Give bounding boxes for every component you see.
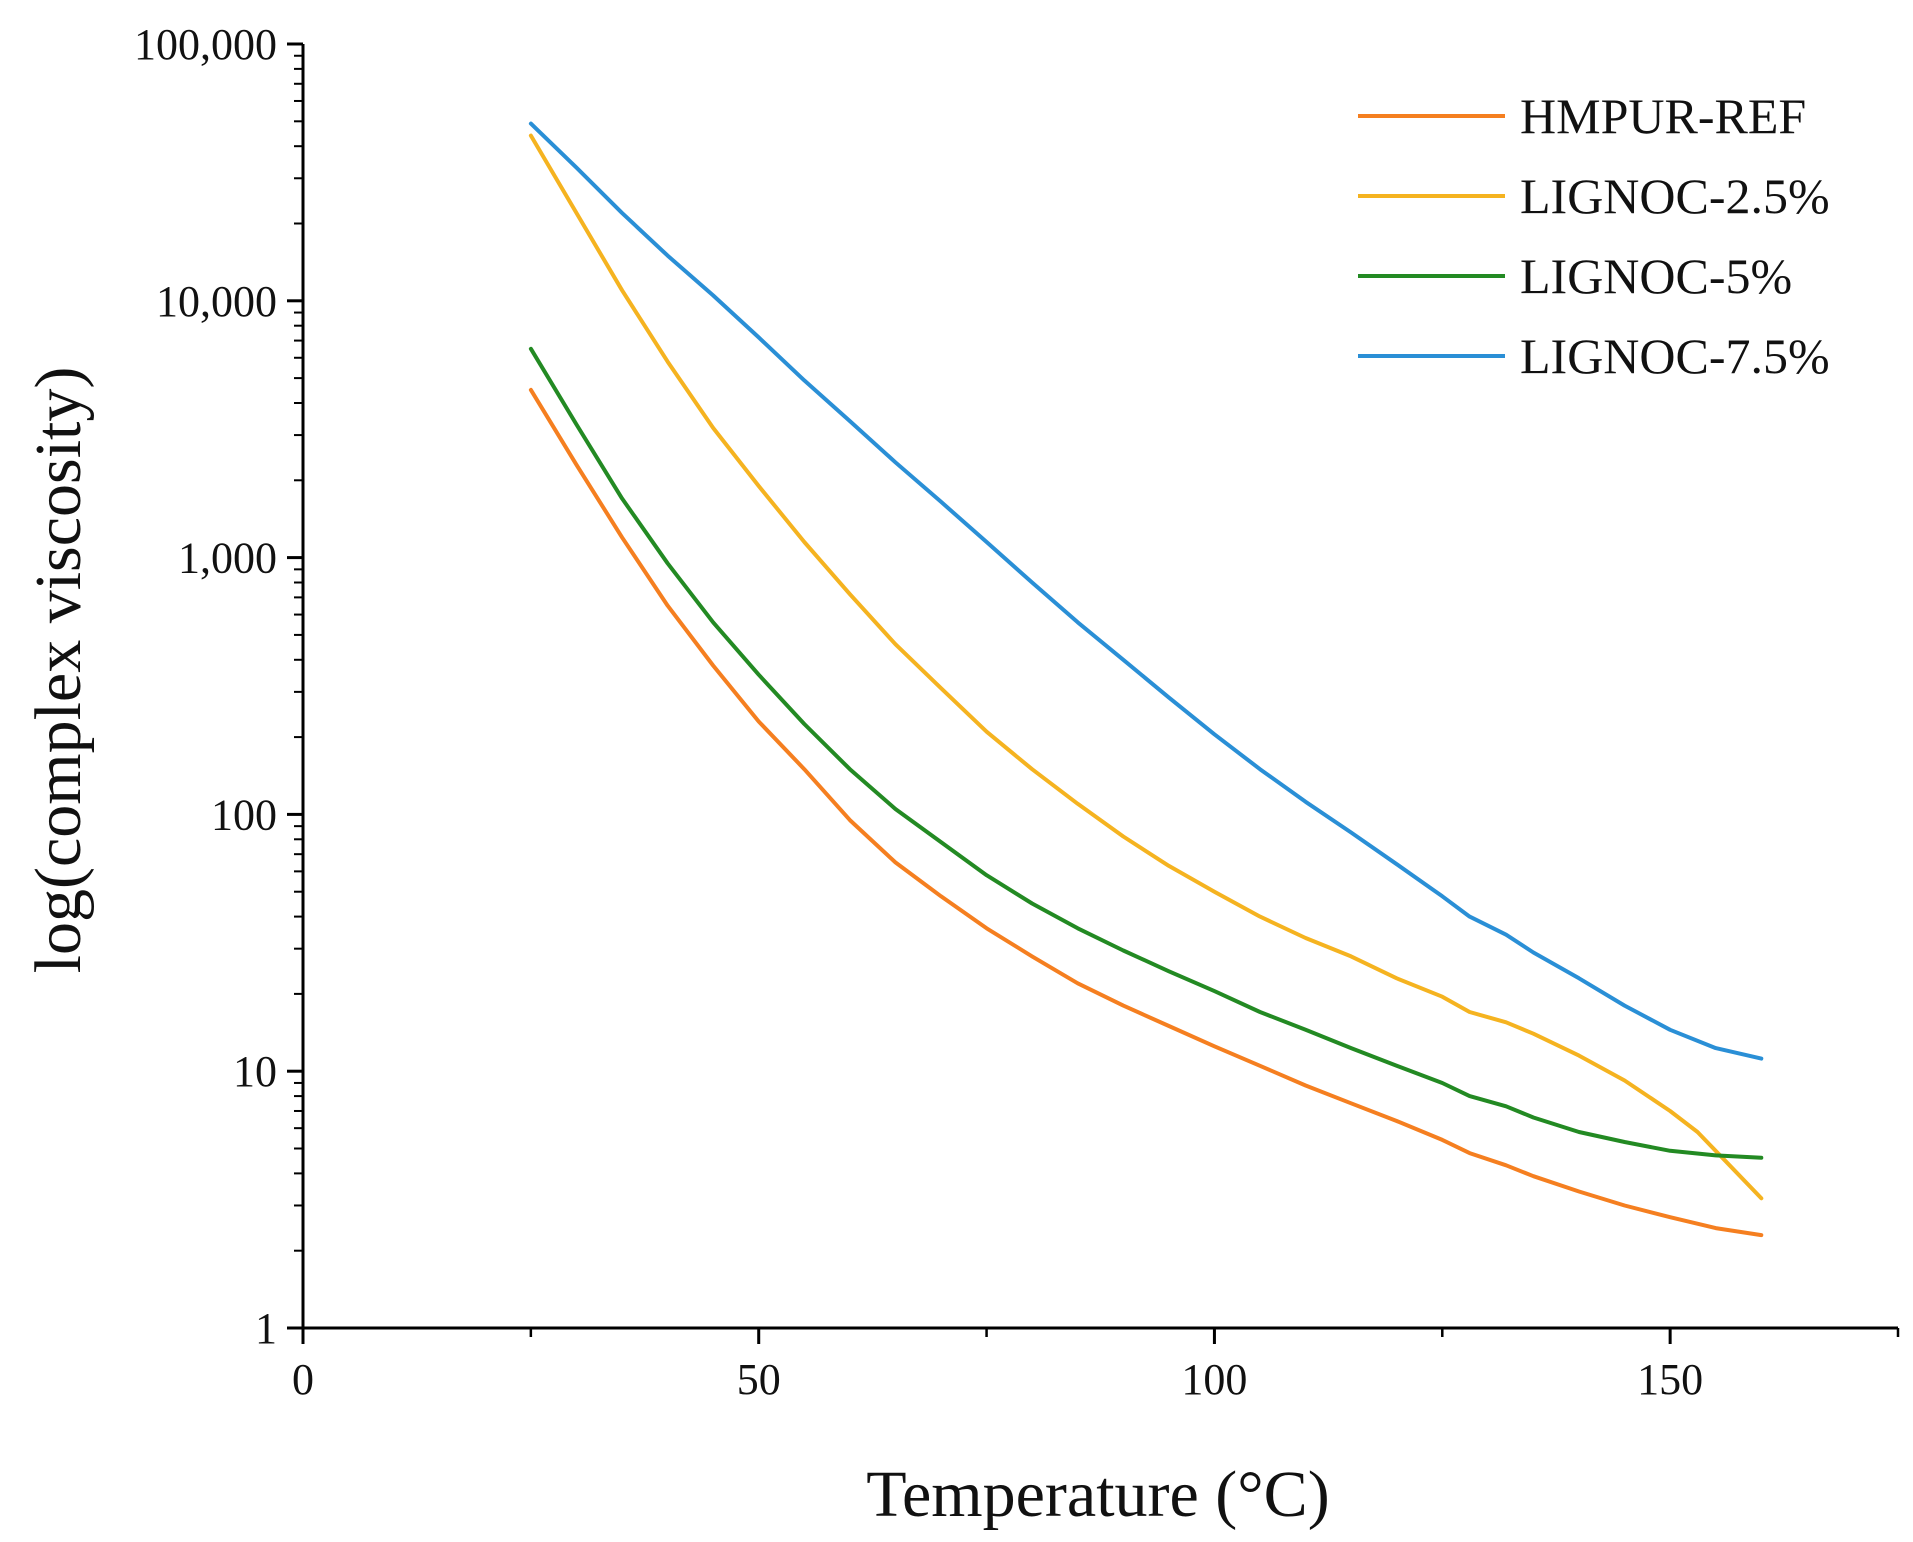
y-tick-label: 1,000 [178, 534, 277, 583]
y-axis-title: log(complex viscosity) [22, 367, 95, 974]
legend-label: LIGNOC-7.5% [1520, 328, 1830, 384]
x-tick-label: 0 [292, 1355, 314, 1404]
legend-label: LIGNOC-2.5% [1520, 168, 1830, 224]
series-line-lignoc-7-5 [528, 121, 1764, 1061]
y-axis: 1 10 100 1,000 10,000 100,000 [134, 20, 303, 1353]
y-tick-label: 100 [211, 790, 277, 839]
y-tick-label: 10 [233, 1047, 277, 1096]
x-tick-label: 100 [1181, 1355, 1247, 1404]
series-line-lignoc-2-5 [528, 133, 1764, 1201]
legend: HMPUR-REF LIGNOC-2.5% LIGNOC-5% LIGNOC-7.5% [1358, 88, 1830, 384]
series-line-hmpur-ref [528, 387, 1764, 1238]
x-axis: 0 50 100 150 [292, 1328, 1900, 1404]
x-tick-label: 150 [1637, 1355, 1703, 1404]
plot-frame [301, 44, 1898, 1330]
y-tick-label: 1 [255, 1304, 277, 1353]
x-tick-label: 50 [737, 1355, 781, 1404]
series-line-lignoc-5 [528, 346, 1764, 1160]
series-layer [528, 121, 1764, 1238]
y-tick-label: 10,000 [156, 277, 277, 326]
y-tick-label: 100,000 [134, 20, 277, 69]
x-axis-title: Temperature (°C) [866, 1458, 1329, 1531]
legend-label: LIGNOC-5% [1520, 248, 1792, 304]
legend-label: HMPUR-REF [1520, 88, 1806, 144]
